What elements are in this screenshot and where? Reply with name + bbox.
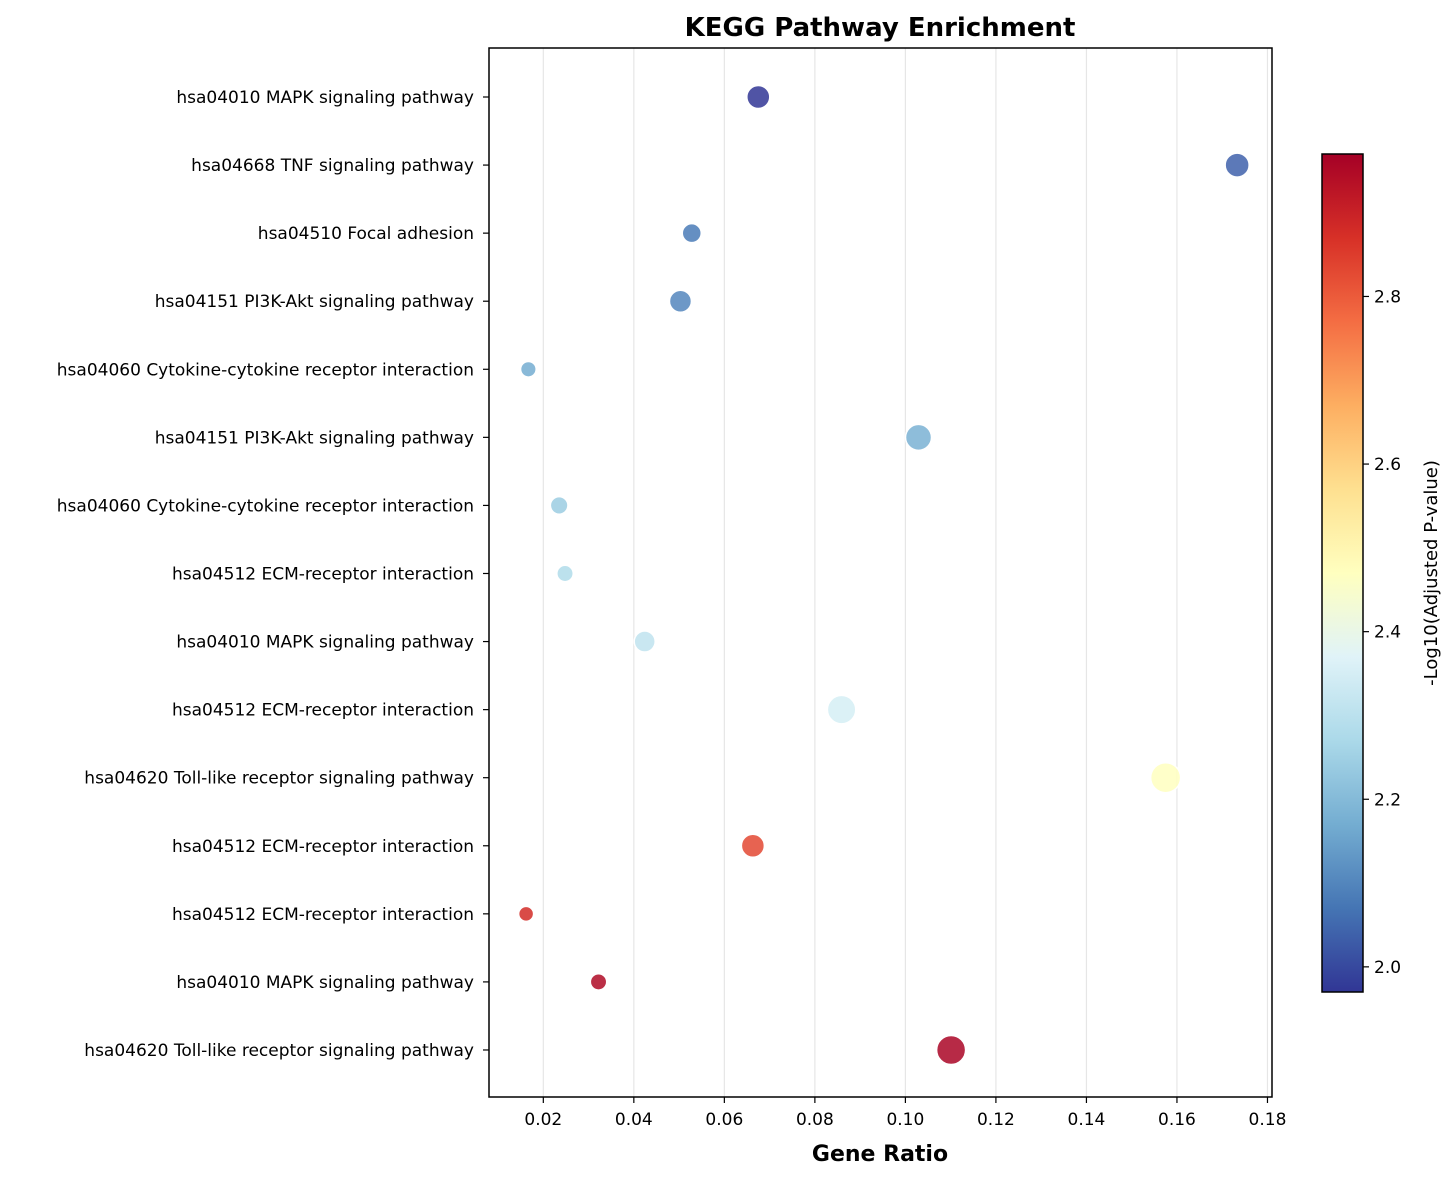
y-category-label: hsa04060 Cytokine-cytokine receptor inte… xyxy=(57,360,474,380)
data-point xyxy=(746,84,771,110)
x-tick-label: 0.18 xyxy=(1249,1110,1287,1130)
data-point xyxy=(668,289,693,313)
x-tick-label: 0.14 xyxy=(1068,1110,1106,1130)
colorbar-tick-label: 2.0 xyxy=(1374,958,1401,978)
x-tick-label: 0.08 xyxy=(796,1110,834,1130)
colorbar: 2.0 2.2 2.4 2.6 2.8 -Log10(Adjusted P-value) xyxy=(1321,153,1442,993)
x-tick-label: 0.10 xyxy=(886,1110,924,1130)
data-points xyxy=(517,84,1250,1066)
y-category-label: hsa04010 MAPK signaling pathway xyxy=(176,973,474,993)
colorbar-tick-label: 2.6 xyxy=(1374,455,1401,475)
data-point xyxy=(1224,152,1250,178)
y-category-label: hsa04010 MAPK signaling pathway xyxy=(176,633,474,653)
data-point xyxy=(519,360,537,378)
colorbar-ticks: 2.0 2.2 2.4 2.6 2.8 xyxy=(1363,287,1401,978)
data-point xyxy=(740,833,766,859)
y-category-label: hsa04151 PI3K-Akt signaling pathway xyxy=(155,428,474,448)
y-category-label: hsa04620 Toll-like receptor signaling pa… xyxy=(84,769,474,789)
x-axis-label: Gene Ratio xyxy=(812,1142,948,1167)
data-point xyxy=(589,972,608,991)
x-tick-label: 0.04 xyxy=(615,1110,653,1130)
y-category-label: hsa04620 Toll-like receptor signaling pa… xyxy=(84,1041,474,1061)
x-tick-label: 0.02 xyxy=(524,1110,562,1130)
colorbar-label: -Log10(Adjusted P-value) xyxy=(1421,460,1442,686)
y-category-label: hsa04668 TNF signaling pathway xyxy=(191,156,474,176)
data-point xyxy=(549,495,569,515)
data-point xyxy=(556,564,574,583)
colorbar-gradient xyxy=(1321,153,1364,993)
y-category-label: hsa04512 ECM-receptor interaction xyxy=(172,564,474,584)
y-category-label: hsa04512 ECM-receptor interaction xyxy=(172,905,474,925)
x-axis-ticks: 0.02 0.04 0.06 0.08 0.10 0.12 0.14 0.16 0.18 xyxy=(524,1097,1286,1130)
y-axis-categories: hsa04010 MAPK signaling pathway hsa04668 … xyxy=(57,88,489,1061)
colorbar-tick-label: 2.2 xyxy=(1374,790,1401,810)
data-point xyxy=(904,423,933,452)
plot-area xyxy=(488,47,1273,1098)
gridlines xyxy=(542,48,1269,1097)
data-point xyxy=(1149,761,1182,794)
data-point xyxy=(826,694,857,725)
data-point xyxy=(517,905,535,923)
y-category-label: hsa04151 PI3K-Akt signaling pathway xyxy=(155,292,474,312)
x-tick-label: 0.12 xyxy=(977,1110,1015,1130)
y-category-label: hsa04512 ECM-receptor interaction xyxy=(172,701,474,721)
y-category-label: hsa04512 ECM-receptor interaction xyxy=(172,837,474,857)
x-tick-label: 0.06 xyxy=(705,1110,743,1130)
y-category-label: hsa04060 Cytokine-cytokine receptor inte… xyxy=(57,496,474,516)
x-tick-label: 0.16 xyxy=(1158,1110,1196,1130)
chart-title: KEGG Pathway Enrichment xyxy=(685,13,1076,43)
data-point xyxy=(633,630,656,653)
y-category-label: hsa04510 Focal adhesion xyxy=(258,224,474,244)
colorbar-tick-label: 2.8 xyxy=(1374,287,1401,307)
y-category-label: hsa04010 MAPK signaling pathway xyxy=(176,88,474,108)
colorbar-tick-label: 2.4 xyxy=(1374,623,1401,643)
data-point xyxy=(935,1034,967,1066)
data-point xyxy=(681,222,703,244)
